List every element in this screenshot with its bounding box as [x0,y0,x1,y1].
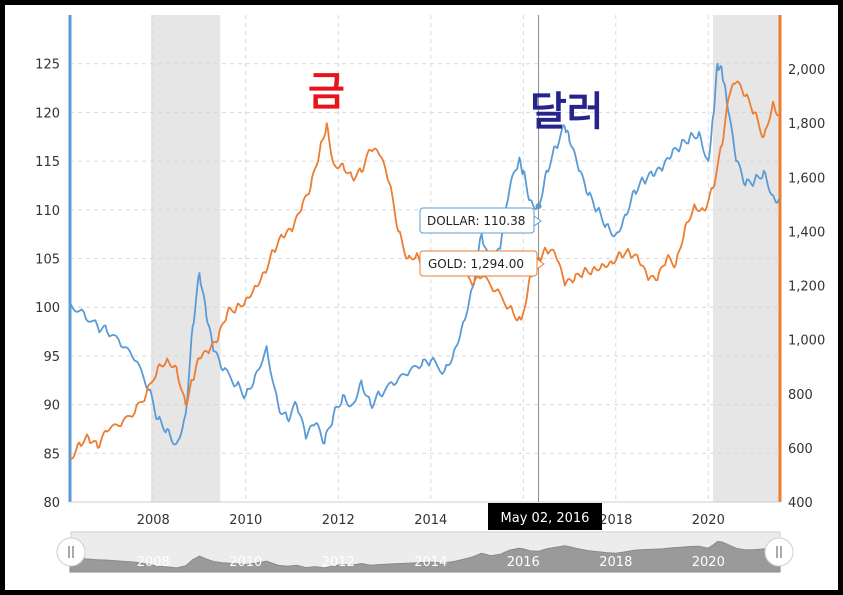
y-right-tick-label: 1,800 [788,117,825,132]
y-left-tick-label: 90 [43,399,60,414]
crosshair-date-text: May 02, 2016 [501,511,590,526]
navigator[interactable]: 2008 2010 2012 2014 2016 2018 2020 [56,531,794,573]
navigator-area [69,540,781,573]
y-left-tick-label: 105 [35,253,60,268]
x-tick-label: 2014 [414,513,447,528]
y-left-tick-label: 80 [43,496,60,511]
gold-annotation: 금 [308,69,345,115]
x-tick-label: 2008 [137,513,170,528]
navigator-tick-label: 2008 [137,555,170,570]
navigator-tick-label: 2012 [322,555,355,570]
navigator-left-handle[interactable] [56,537,86,567]
navigator-tick-label: 2016 [507,555,540,570]
navigator-labels: 2008 2010 2012 2014 2016 2018 2020 [137,555,725,570]
y-left-tick-label: 100 [35,301,60,316]
navigator-tick-label: 2018 [599,555,632,570]
y-right-tick-label: 2,000 [788,63,825,78]
dollar-annotation: 달러 [530,89,604,135]
x-tick-label: 2012 [322,513,355,528]
navigator-tick-label: 2010 [229,555,262,570]
y-left-tick-label: 115 [35,155,60,170]
y-left-tick-label: 120 [35,106,60,121]
y-left-tick-label: 110 [35,204,60,219]
y-right-tick-label: 400 [788,496,813,511]
dollar-tooltip: DOLLAR: 110.38 [419,207,542,234]
y-right-tick-label: 1,000 [788,334,825,349]
y-right-tick-label: 1,400 [788,225,825,240]
line-chart[interactable]: 금 달러 DOLLAR: 110.38 GOLD: 1,294.00 80 85 9… [5,5,838,590]
gold-tooltip-text: GOLD: 1,294.00 [428,257,524,271]
y-left-tick-label: 125 [35,58,60,73]
axes [68,15,782,503]
y-left-tick-label: 95 [43,350,60,365]
chart-frame: 금 달러 DOLLAR: 110.38 GOLD: 1,294.00 80 85 9… [5,5,838,590]
series-line-dollar [69,62,781,446]
y-right-tick-label: 1,200 [788,280,825,295]
navigator-tick-label: 2014 [414,555,447,570]
navigator-right-handle[interactable] [764,537,794,567]
navigator-tick-label: 2020 [692,555,725,570]
y-right-tick-label: 600 [788,442,813,457]
x-tick-label: 2018 [599,513,632,528]
crosshair-date-label: May 02, 2016 [488,503,602,530]
x-tick-label: 2020 [692,513,725,528]
dollar-tooltip-text: DOLLAR: 110.38 [427,214,525,228]
x-tick-label: 2010 [229,513,262,528]
gold-tooltip: GOLD: 1,294.00 [419,250,545,277]
y-right-tick-label: 1,600 [788,171,825,186]
y-right-tick-label: 800 [788,388,813,403]
y-left-tick-label: 85 [43,447,60,462]
